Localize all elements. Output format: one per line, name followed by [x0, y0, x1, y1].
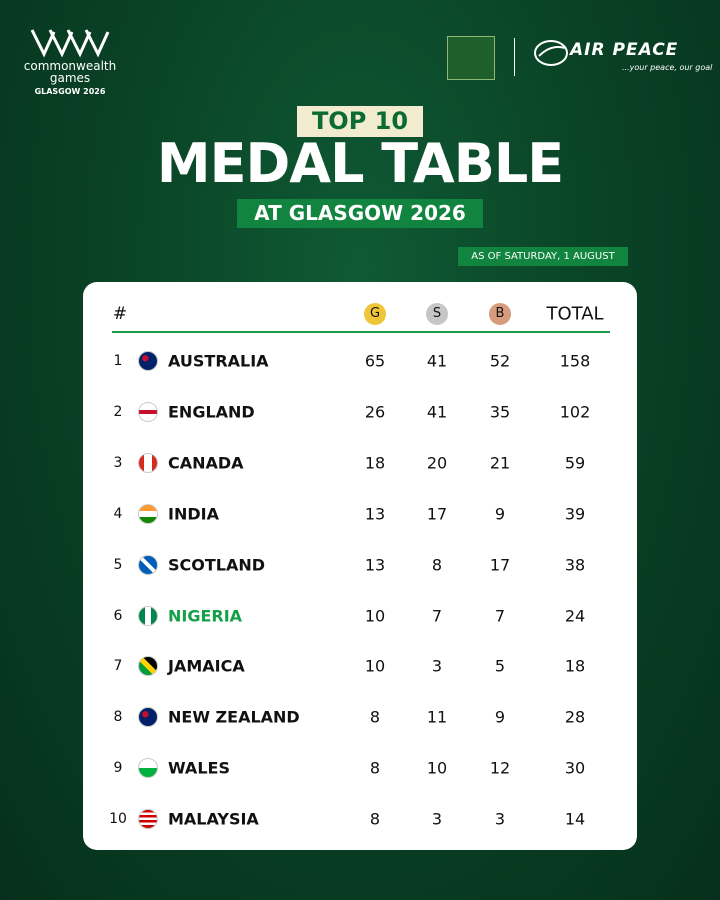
country: ENGLAND	[168, 402, 255, 422]
country: CANADA	[168, 453, 244, 473]
flag	[138, 809, 158, 830]
medal-count: 20	[426, 453, 448, 473]
country: INDIA	[168, 504, 219, 524]
column-header: S	[426, 303, 448, 325]
rank: 10	[109, 811, 127, 828]
kicker: TOP 10	[297, 106, 423, 137]
header-rule	[112, 331, 610, 333]
country: NIGERIA	[168, 606, 243, 625]
rank: 4	[113, 505, 123, 522]
flag	[138, 401, 158, 422]
country: AUSTRALIA	[168, 351, 269, 371]
medal-count: 9	[494, 707, 506, 727]
medal-count: 28	[564, 707, 586, 727]
flag	[138, 656, 158, 677]
flag	[138, 351, 158, 371]
medal-count: 18	[564, 656, 586, 676]
medal-count: 13	[364, 504, 386, 524]
medal-count: 13	[364, 555, 386, 575]
table-card	[83, 282, 637, 850]
medal-count: 38	[564, 555, 586, 575]
flag	[138, 605, 158, 626]
medal-count: 8	[369, 758, 381, 778]
column-header: TOTAL	[546, 303, 604, 325]
medal-count: 8	[369, 707, 381, 727]
rank: 8	[113, 709, 123, 726]
medal-count: 11	[426, 707, 448, 727]
medal-count: 35	[489, 402, 511, 422]
medal-count: 65	[364, 351, 386, 371]
flag	[138, 758, 158, 779]
medal-count: 17	[489, 555, 511, 575]
medal-count: 17	[426, 504, 448, 524]
medal-count: 8	[369, 809, 381, 829]
badge	[447, 36, 495, 80]
country: MALAYSIA	[168, 809, 259, 829]
medal-count: 12	[489, 758, 511, 778]
medal-count: 39	[564, 504, 586, 524]
column-header: B	[489, 303, 511, 325]
column-header: G	[364, 303, 386, 325]
country: NEW ZEALAND	[168, 707, 300, 727]
sponsor-name: AIR PEACE	[570, 40, 679, 60]
rank: 2	[113, 403, 123, 420]
logo-mark	[30, 29, 110, 58]
subtitle: AT GLASGOW 2026	[237, 199, 483, 228]
sponsor-mark	[534, 40, 568, 66]
medal-count: 10	[364, 606, 386, 625]
divider	[514, 38, 515, 76]
title: MEDAL TABLE	[156, 132, 564, 195]
date: AS OF SATURDAY, 1 AUGUST	[458, 247, 628, 266]
medal-count: 41	[426, 351, 448, 371]
country: SCOTLAND	[168, 555, 266, 575]
rank: 6	[113, 607, 123, 624]
column-header: #	[112, 304, 128, 324]
medal-count: 3	[431, 656, 443, 676]
rank: 3	[113, 454, 123, 471]
medal-count: 7	[431, 606, 443, 625]
flag	[138, 503, 158, 524]
medal-count: 158	[559, 351, 591, 371]
rank: 1	[113, 353, 123, 369]
rank: 9	[113, 760, 123, 777]
country: WALES	[168, 758, 230, 778]
medal-count: 14	[564, 809, 586, 829]
flag	[138, 452, 158, 473]
medal-count: 5	[494, 656, 506, 676]
medal-count: 59	[564, 453, 586, 473]
medal-count: 7	[494, 606, 506, 625]
logo-brand: commonwealth games	[23, 59, 117, 85]
medal-count: 8	[431, 555, 443, 575]
medal-count: 26	[364, 402, 386, 422]
medal-count: 9	[494, 504, 506, 524]
medal-count: 41	[426, 402, 448, 422]
medal-count: 3	[431, 809, 443, 829]
medal-count: 52	[489, 351, 511, 371]
medal-count: 30	[564, 758, 586, 778]
rank: 5	[113, 556, 123, 573]
flag	[138, 554, 158, 575]
medal-count: 10	[364, 656, 386, 676]
medal-count: 10	[426, 758, 448, 778]
rank: 7	[113, 658, 123, 675]
country: JAMAICA	[168, 656, 245, 676]
logo-edition: GLASGOW 2026	[34, 87, 106, 96]
medal-count: 24	[564, 606, 586, 625]
medal-count: 18	[364, 453, 386, 473]
medal-count: 102	[559, 402, 591, 422]
medal-count: 3	[494, 809, 506, 829]
sponsor-tagline: ...your peace, our goal	[622, 63, 713, 72]
flag	[138, 707, 158, 728]
medal-count: 21	[489, 453, 511, 473]
